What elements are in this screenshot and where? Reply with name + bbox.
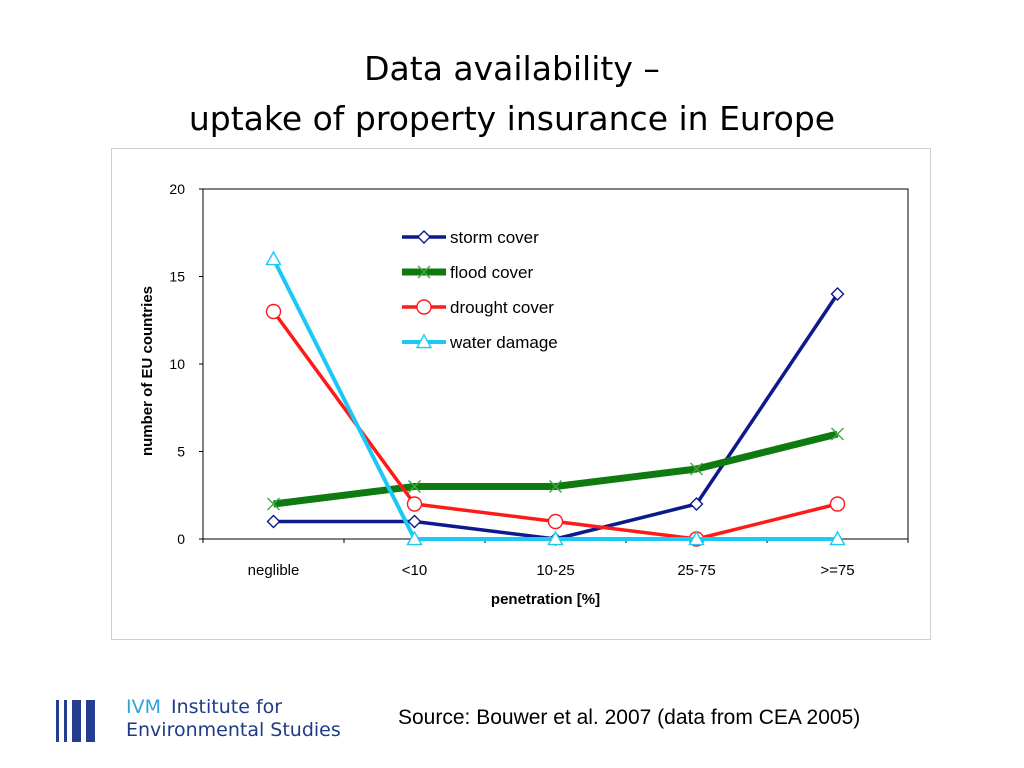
data-point-water-damage	[688, 530, 705, 546]
logo-text: IVM Institute for Environmental Studies	[126, 696, 341, 742]
logo-bars-graphic	[56, 700, 95, 742]
data-point-water-damage	[406, 530, 423, 546]
y-tick-label: 15	[169, 269, 185, 285]
marker-stroke	[267, 497, 280, 511]
data-point-storm-cover	[830, 287, 845, 301]
y-axis-label: number of EU countries	[139, 286, 156, 456]
data-point-storm-cover	[266, 514, 281, 529]
series-flood-cover	[267, 427, 844, 511]
data-point-water-damage	[265, 250, 282, 266]
legend-item-flood-cover: flood cover	[402, 263, 533, 282]
marker-stroke	[549, 480, 562, 493]
legend-marker	[417, 265, 431, 279]
legend-label: storm cover	[450, 228, 539, 247]
series-line-storm-cover	[273, 293, 839, 541]
legend-item-storm-cover: storm cover	[402, 228, 539, 247]
ivm-logo: IVM Institute for Environmental Studies	[56, 696, 356, 746]
marker-stroke	[408, 480, 421, 493]
marker-stroke	[831, 427, 844, 441]
line-chart: 0 5 10 15 20 neglible <10 10-25 25-75 >=75 penetra…	[139, 181, 909, 608]
data-point-flood-cover	[549, 480, 562, 493]
series-line-flood-cover	[273, 430, 839, 508]
logo-line1: Institute for	[171, 696, 283, 718]
logo-abbr: IVM	[126, 696, 161, 718]
data-point-storm-cover	[407, 514, 422, 529]
legend-label: flood cover	[450, 263, 533, 282]
x-axis-label: penetration [%]	[491, 591, 600, 608]
legend-item-water-damage: water damage	[402, 333, 558, 352]
legend-item-drought-cover: drought cover	[402, 298, 554, 317]
data-point-flood-cover	[831, 427, 844, 441]
data-point-water-damage	[547, 530, 564, 546]
legend-marker	[415, 333, 433, 349]
data-point-flood-cover	[408, 480, 421, 493]
data-point-drought-cover	[265, 303, 282, 320]
legend-marker	[416, 299, 432, 315]
logo-line2: Environmental Studies	[126, 719, 341, 741]
data-point-drought-cover	[829, 496, 846, 512]
x-tick-label: >=75	[820, 562, 854, 579]
y-tick-label: 20	[169, 181, 185, 197]
data-point-flood-cover	[267, 497, 280, 511]
chart-frame: 0 5 10 15 20 neglible <10 10-25 25-75 >=75 penetra…	[111, 148, 931, 640]
legend: storm cover flood cover drought cover water…	[402, 228, 558, 352]
data-point-water-damage	[829, 530, 846, 546]
x-tick-label: 25-75	[677, 562, 715, 579]
slide-title-line1: Data availability –	[364, 49, 660, 88]
marker-stroke	[690, 462, 703, 476]
legend-label: drought cover	[450, 298, 554, 317]
data-point-drought-cover	[406, 496, 423, 512]
x-tick-label: <10	[402, 562, 427, 579]
data-point-flood-cover	[690, 462, 703, 476]
x-tick-label: neglible	[248, 562, 300, 579]
y-tick-label: 5	[177, 444, 185, 460]
y-tick-label: 0	[177, 531, 185, 547]
legend-label: water damage	[449, 333, 558, 352]
y-tick-label: 10	[169, 356, 185, 372]
slide-title: Data availability – uptake of property i…	[0, 44, 1024, 144]
slide-title-line2: uptake of property insurance in Europe	[188, 99, 836, 138]
legend-marker	[417, 230, 431, 244]
source-citation: Source: Bouwer et al. 2007 (data from CE…	[398, 706, 861, 729]
series-water-damage	[265, 250, 846, 546]
x-tick-label: 10-25	[536, 562, 574, 579]
data-point-storm-cover	[689, 497, 704, 511]
marker-stroke	[417, 265, 431, 279]
data-point-drought-cover	[547, 513, 564, 530]
